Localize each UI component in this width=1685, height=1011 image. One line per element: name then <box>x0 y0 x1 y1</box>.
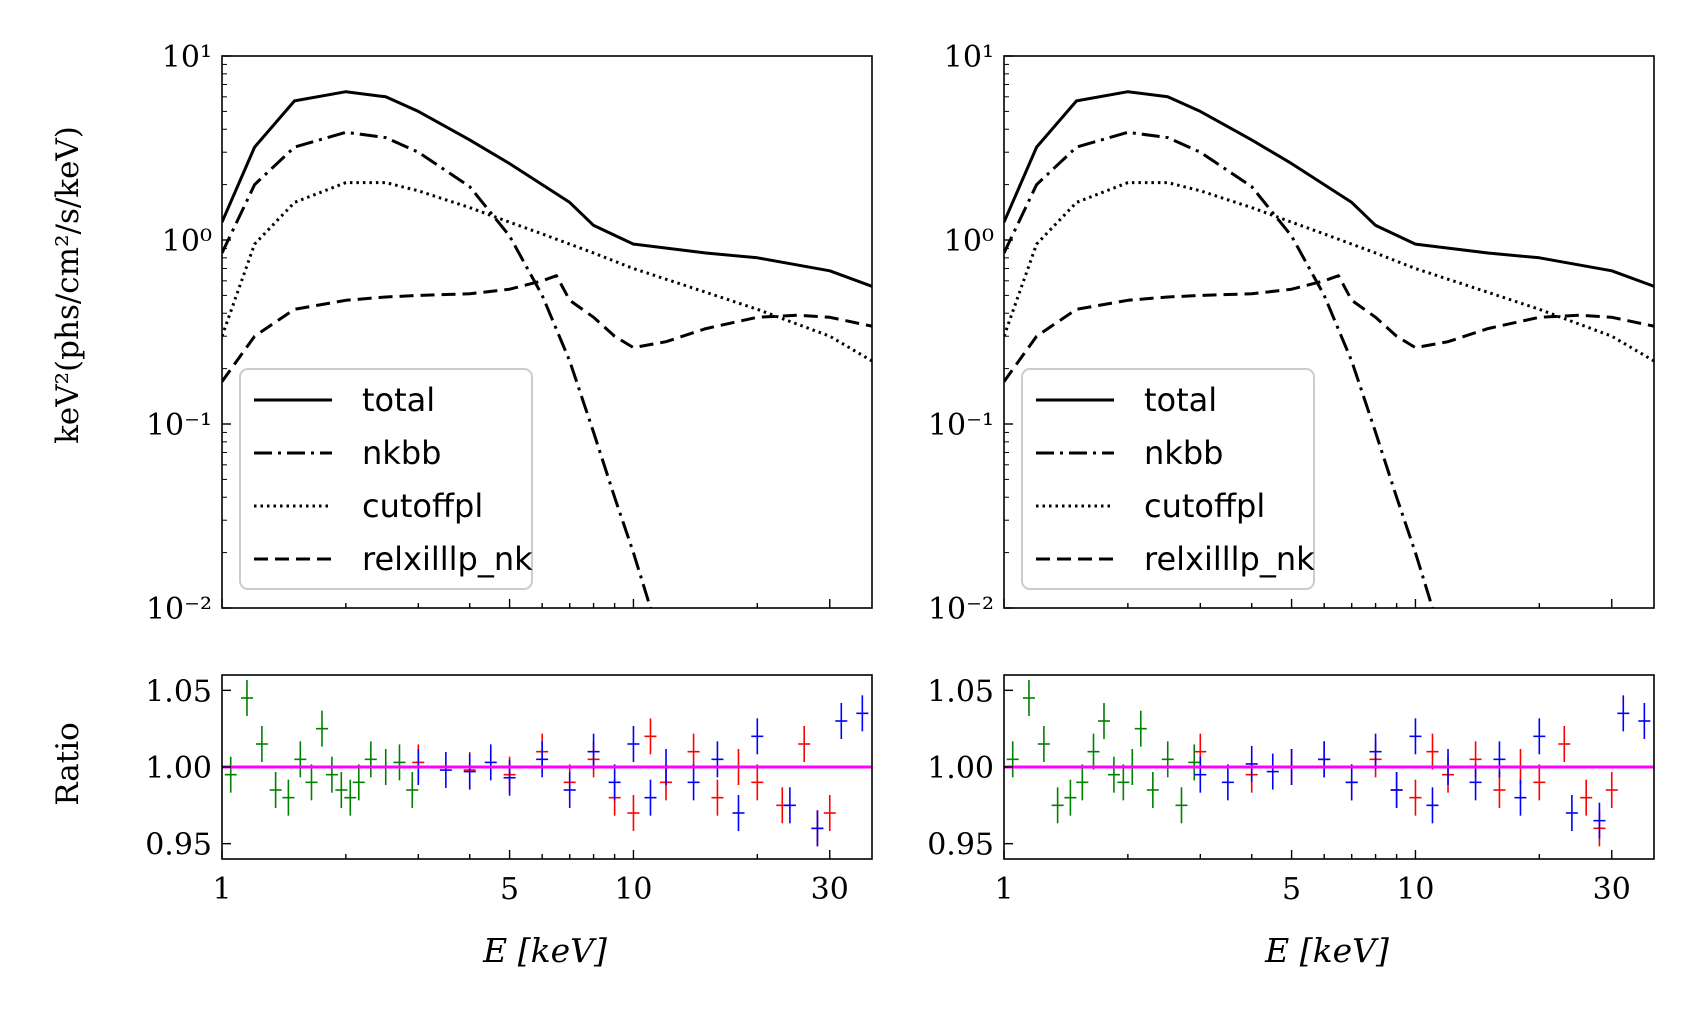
xlabel-right: E [keV] <box>1264 931 1389 970</box>
bottom-ylabel: Ratio <box>50 722 86 806</box>
x-tick-label: 30 <box>1593 872 1631 907</box>
x-tick-label: 1 <box>994 872 1013 907</box>
x-tick-label: 1 <box>212 872 231 907</box>
legend-label-total: total <box>1144 381 1217 419</box>
y-tick-label: 1.05 <box>927 674 994 709</box>
plot-area <box>222 680 872 847</box>
panel-bottom-left: 1 5 10 30 1.05 1.00 0.95 <box>145 674 873 907</box>
legend-box <box>239 368 533 590</box>
axes-frame <box>221 55 873 609</box>
plot-area <box>1004 680 1654 847</box>
x-tick-label: 5 <box>500 872 519 907</box>
y-tick-label: 1.05 <box>145 674 212 709</box>
panel-top-left: 10¹ 10⁰ 10⁻¹ 10⁻² total nkbb cutoffpl relxilllp… <box>146 40 873 627</box>
plot-area <box>222 90 872 608</box>
x-tick-label: 10 <box>1396 872 1434 907</box>
series-total <box>1004 90 1654 288</box>
y-tick-label: 10⁰ <box>162 224 212 259</box>
y-tick-label: 10⁻¹ <box>146 408 212 443</box>
axes-frame <box>1003 55 1655 609</box>
y-tick-label: 1.00 <box>927 751 994 786</box>
legend-label-relxilllp_nk: relxilllp_nk <box>362 540 533 578</box>
top-ylabel: keV²(phs/cm²/s/keV) <box>50 126 86 444</box>
legend-label-total: total <box>362 381 435 419</box>
y-tick-label: 10⁻² <box>928 592 994 627</box>
legend-label-cutoffpl: cutoffpl <box>1144 487 1265 525</box>
series-cutoffpl <box>222 181 872 363</box>
legend-label-cutoffpl: cutoffpl <box>362 487 483 525</box>
legend-label-relxilllp_nk: relxilllp_nk <box>1144 540 1315 578</box>
legend-label-nkbb: nkbb <box>1144 434 1223 472</box>
y-tick-label: 0.95 <box>145 828 212 863</box>
y-tick-label: 10⁰ <box>944 224 994 259</box>
xlabel-left: E [keV] <box>482 931 607 970</box>
panel-top-right: 10¹ 10⁰ 10⁻¹ 10⁻² total nkbb cutoffpl relxilllp… <box>928 40 1655 627</box>
series-nkbb <box>222 130 652 608</box>
y-tick-label: 0.95 <box>927 828 994 863</box>
x-tick-label: 5 <box>1282 872 1301 907</box>
x-tick-label: 30 <box>811 872 849 907</box>
y-tick-label: 10⁻² <box>146 592 212 627</box>
series-cutoffpl <box>1004 181 1654 363</box>
series-relxilllp_nk <box>222 274 872 383</box>
plots: 10¹ 10⁰ 10⁻¹ 10⁻² total nkbb cutoffpl relxilllp… <box>145 40 1655 907</box>
panel-bottom-right: 1 5 10 30 1.05 1.00 0.95 <box>927 674 1655 907</box>
series-total <box>222 90 872 288</box>
legend-label-nkbb: nkbb <box>362 434 441 472</box>
x-tick-label: 10 <box>614 872 652 907</box>
y-tick-label: 10⁻¹ <box>928 408 994 443</box>
legend-box <box>1021 368 1315 590</box>
y-tick-label: 10¹ <box>162 40 212 75</box>
y-tick-label: 10¹ <box>944 40 994 75</box>
plot-area <box>1004 90 1654 608</box>
series-nkbb <box>1004 130 1434 608</box>
y-tick-label: 1.00 <box>145 751 212 786</box>
series-relxilllp_nk <box>1004 274 1654 383</box>
